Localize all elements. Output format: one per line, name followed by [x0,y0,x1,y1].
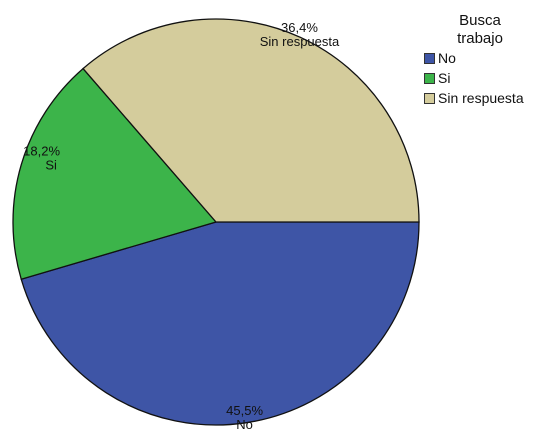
legend: Busca trabajo No Si Sin respuesta [424,12,548,108]
legend-label-no: No [438,50,456,66]
slice-category-si: Si [45,157,57,172]
slice-label-sin-respuesta: 36,4%Sin respuesta [260,20,340,49]
legend-title-line: Busca [459,12,501,29]
slice-percent-no: 45,5% [226,403,263,418]
legend-title: Busca trabajo [430,12,530,48]
slice-label-si: 18,2%Si [23,143,60,172]
legend-item-no: No [424,48,548,68]
legend-item-si: Si [424,68,548,88]
slice-percent-sin-respuesta: 36,4% [281,20,318,35]
legend-swatch-sin-respuesta [424,92,435,104]
legend-label-si: Si [438,70,451,86]
legend-label-sin-respuesta: Sin respuesta [438,90,524,106]
slice-percent-si: 18,2% [23,143,60,158]
pie-slice-no [20,221,420,426]
pie-slice-si [12,67,218,280]
legend-item-sin-respuesta: Sin respuesta [424,88,548,108]
slice-category-sin-respuesta: Sin respuesta [260,34,340,49]
slice-label-no: 45,5%No [226,403,263,432]
pie-slice-sin-respuesta [82,18,420,223]
slice-category-no: No [236,417,253,432]
legend-swatch-si [424,72,435,84]
legend-title-line: trabajo [457,30,503,47]
legend-swatch-no [424,52,435,64]
